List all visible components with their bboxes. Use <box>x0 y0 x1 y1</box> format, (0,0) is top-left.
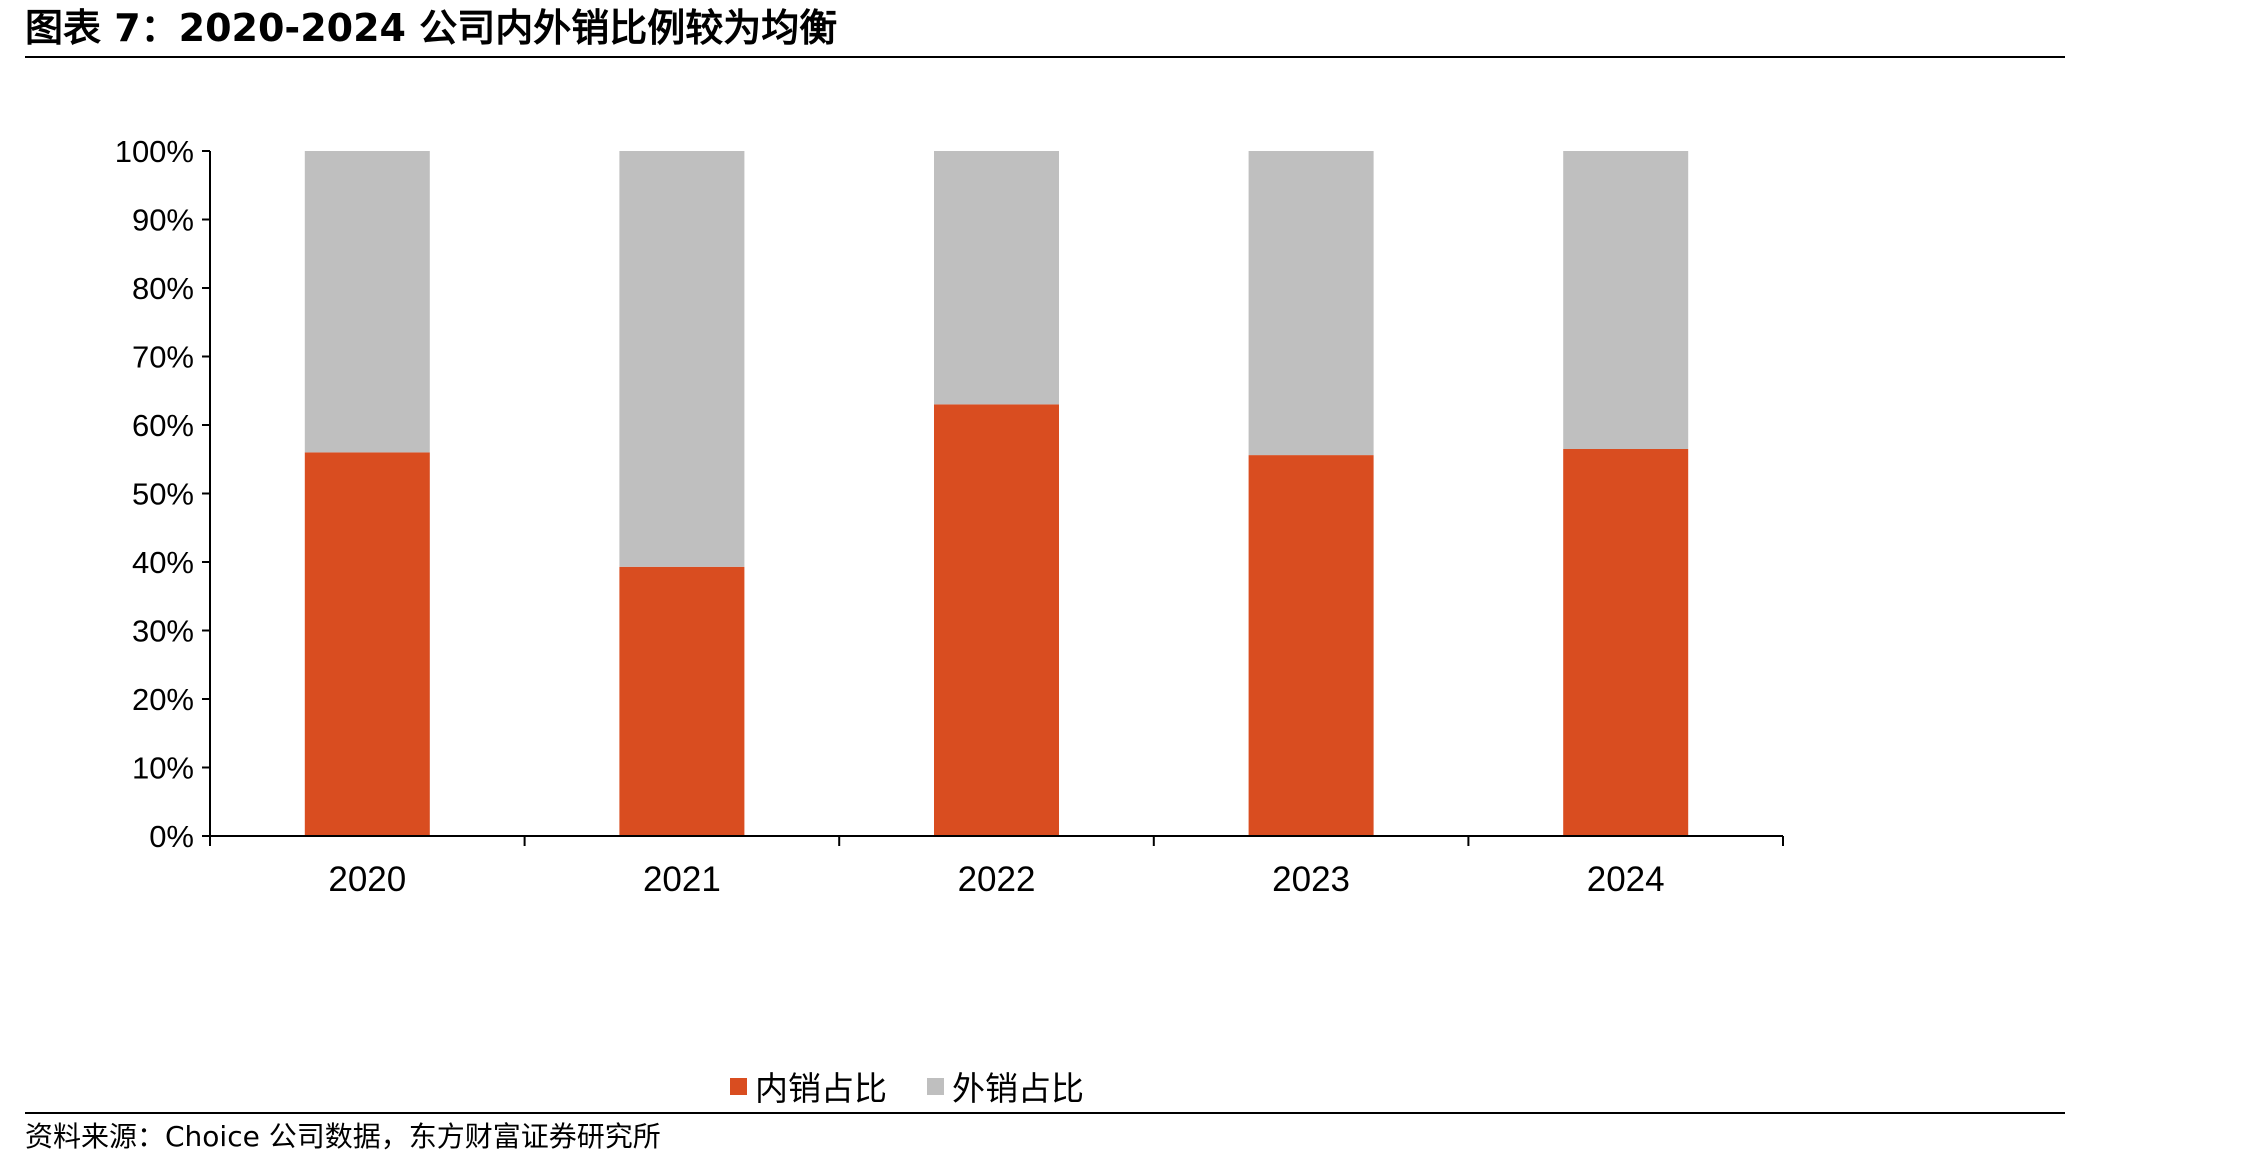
y-tick-label: 60% <box>132 408 194 443</box>
x-tick-label: 2020 <box>328 860 406 899</box>
x-tick-label: 2022 <box>958 860 1036 899</box>
bar-group <box>304 151 1689 836</box>
footer-divider <box>25 1112 2065 1114</box>
axes-group <box>202 150 1784 846</box>
x-tick-labels: 2020 2021 2022 2023 2024 <box>328 860 1664 899</box>
legend-label-domestic: 内销占比 <box>755 1069 887 1108</box>
legend-item-domestic: 内销占比 <box>730 1062 887 1110</box>
bar-domestic-2022 <box>934 404 1059 836</box>
title-divider <box>25 56 2065 58</box>
y-tick-label: 30% <box>132 614 194 649</box>
bar-foreign-2023 <box>1248 151 1374 456</box>
bar-domestic-2024 <box>1563 449 1689 836</box>
bar-foreign-2022 <box>934 151 1059 405</box>
y-tick-label: 80% <box>132 271 194 306</box>
bar-domestic-2023 <box>1248 455 1374 836</box>
y-tick-label: 50% <box>132 477 194 512</box>
x-tick-label: 2024 <box>1587 860 1665 899</box>
legend-label-foreign: 外销占比 <box>952 1069 1084 1108</box>
y-tick-label: 0% <box>149 819 194 854</box>
bar-foreign-2021 <box>619 151 745 567</box>
legend-swatch-foreign <box>927 1077 944 1095</box>
source-note: 资料来源：Choice 公司数据，东方财富证券研究所 <box>25 1120 661 1153</box>
bar-foreign-2020 <box>304 151 430 453</box>
y-tick-label: 70% <box>132 340 194 375</box>
y-tick-label: 10% <box>132 751 194 786</box>
x-tick-label: 2021 <box>643 860 721 899</box>
x-tick-label: 2023 <box>1272 860 1350 899</box>
chart-title: 图表 7：2020-2024 公司内外销比例较为均衡 <box>25 6 838 50</box>
bar-foreign-2024 <box>1563 151 1689 449</box>
legend-item-foreign: 外销占比 <box>927 1062 1084 1110</box>
bar-domestic-2021 <box>619 566 745 836</box>
y-tick-labels: 0% 10% 20% 30% 40% 50% 60% 70% 80% 90% 100% <box>115 134 194 854</box>
y-tick-label: 20% <box>132 682 194 717</box>
bar-domestic-2020 <box>304 452 430 836</box>
y-tick-label: 40% <box>132 545 194 580</box>
legend: 内销占比 外销占比 <box>730 1062 1124 1110</box>
legend-swatch-domestic <box>730 1077 747 1095</box>
y-tick-label: 100% <box>115 134 194 169</box>
y-tick-label: 90% <box>132 203 194 238</box>
